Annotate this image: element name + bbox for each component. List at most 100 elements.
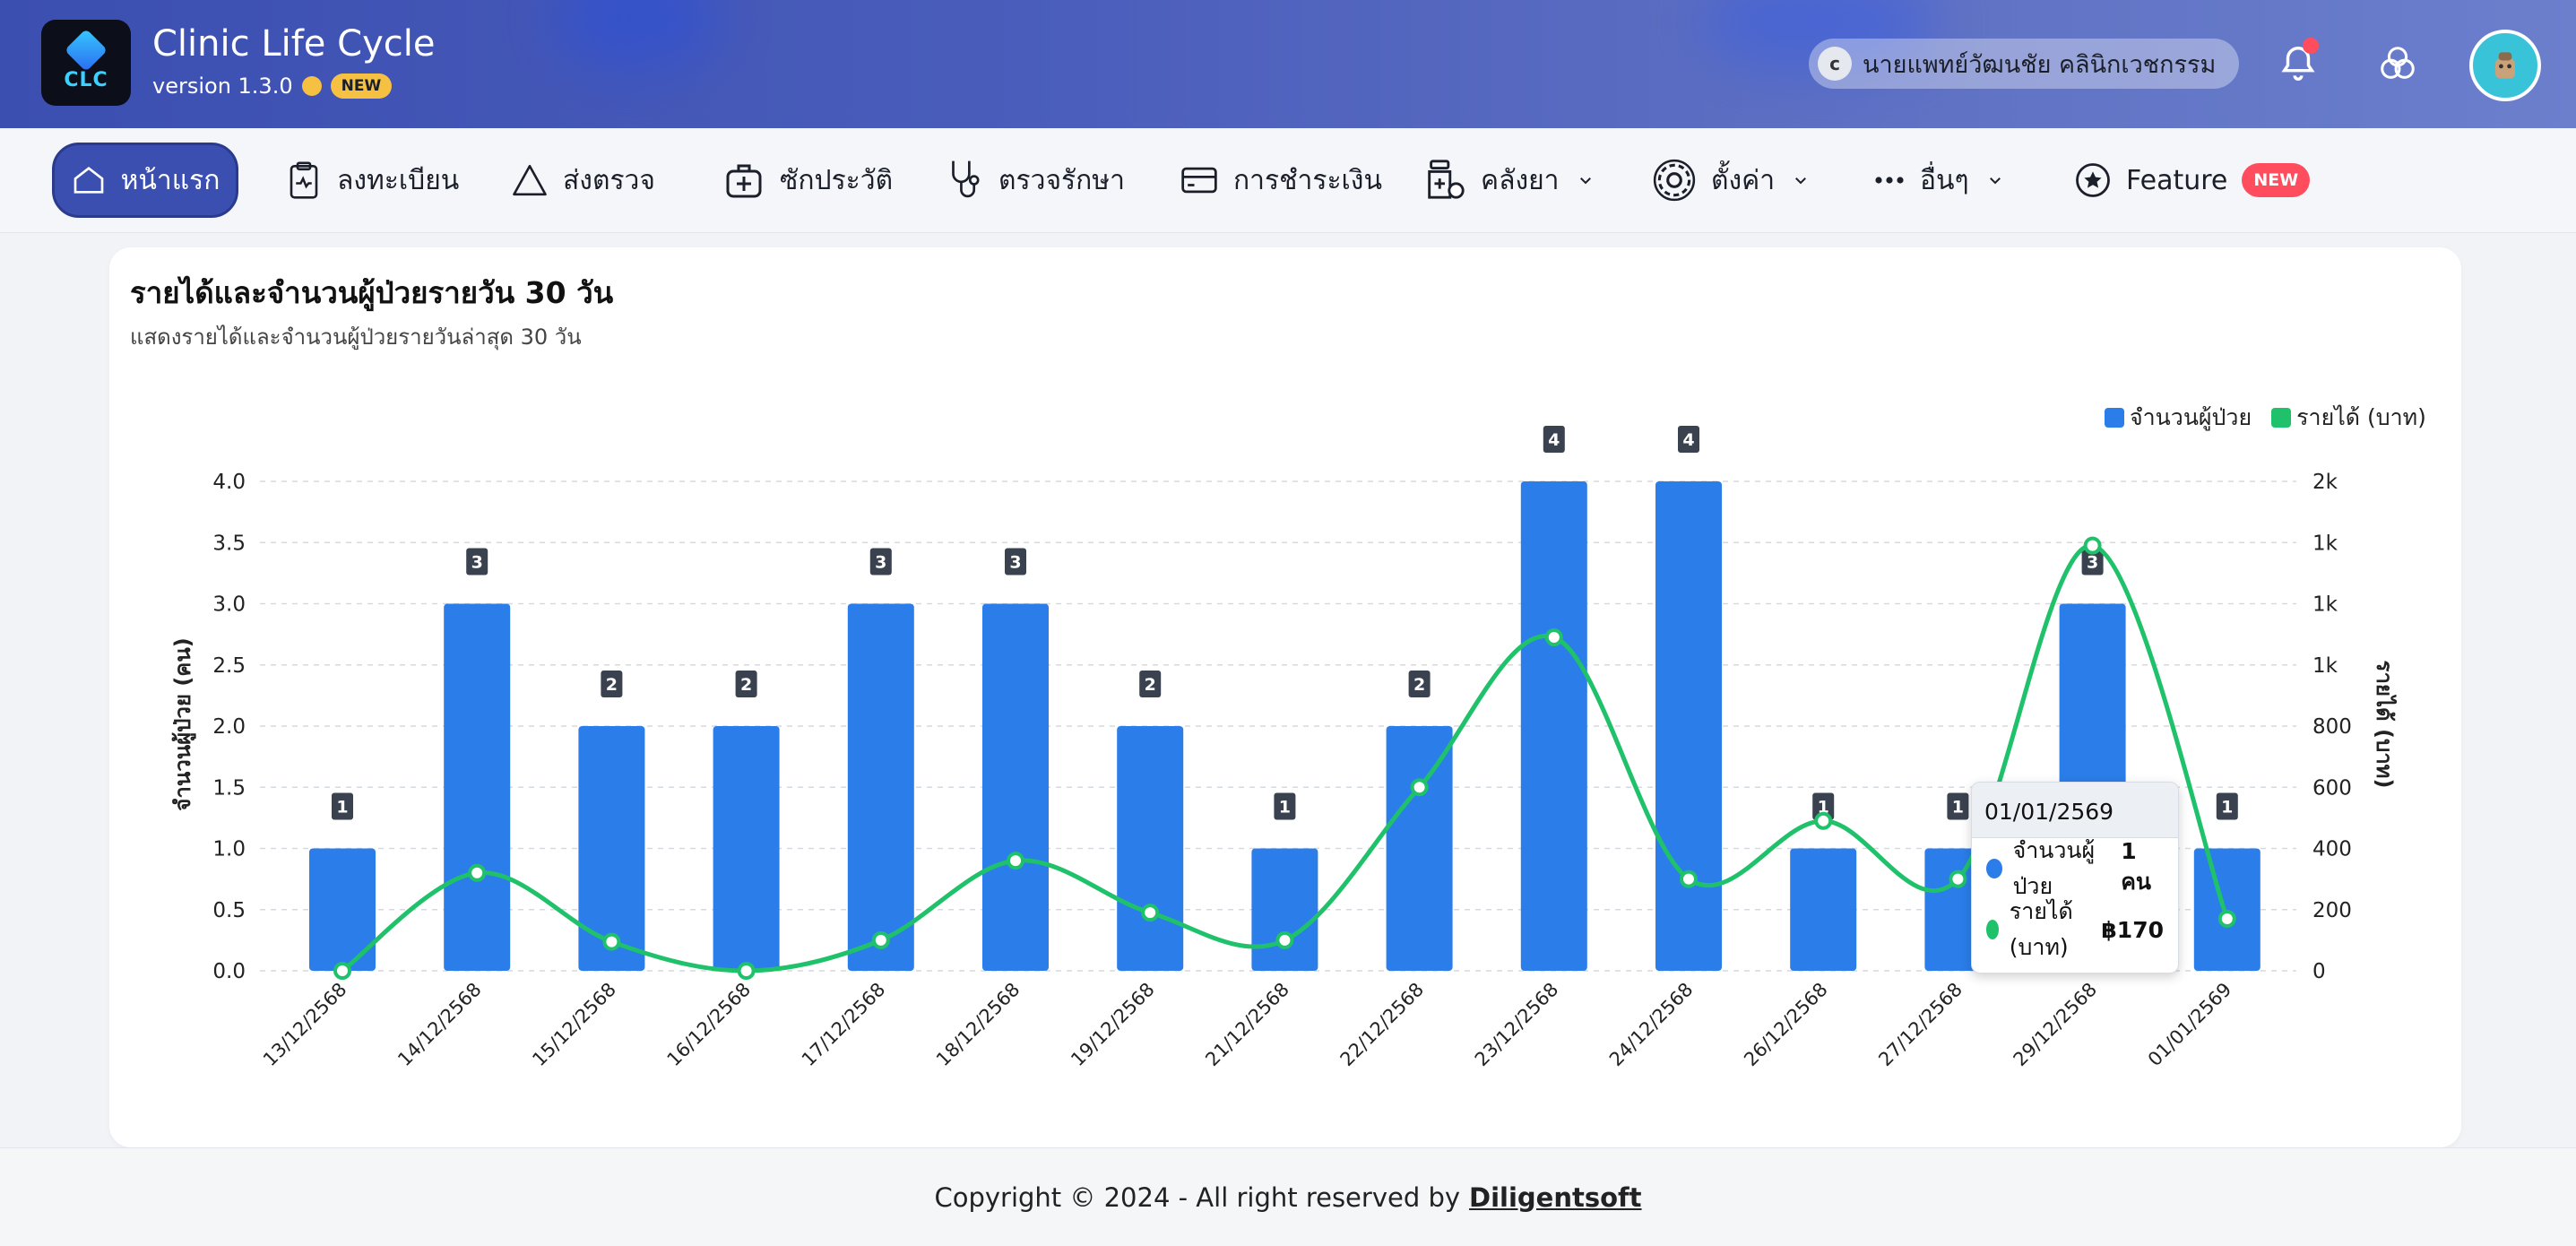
feature-new-badge: NEW	[2242, 163, 2311, 197]
tooltip-row-income: รายได้ (บาท) ฿170	[1972, 898, 2178, 960]
bar-label: 3	[875, 553, 886, 573]
nav-pharmacy[interactable]: คลังยา	[1423, 143, 1594, 218]
nav-register[interactable]: ลงทะเบียน	[285, 143, 459, 218]
bar-label-box	[2081, 548, 2104, 575]
x-tick-label: 13/12/2568	[259, 979, 351, 1071]
income-point	[1007, 852, 1024, 870]
bar-label-box	[1678, 426, 1699, 453]
x-tick-label: 16/12/2568	[663, 979, 756, 1071]
notification-button[interactable]	[2278, 38, 2319, 84]
bar	[1790, 848, 1857, 971]
bar-label-box	[1274, 792, 1296, 820]
legend-item-income[interactable]: รายได้ (บาท)	[2271, 400, 2426, 436]
tooltip-income-value: ฿170	[2101, 916, 2164, 943]
legend-swatch-patients	[2105, 408, 2124, 428]
chevron-down-icon	[1579, 177, 1591, 185]
status-dot-icon	[301, 76, 322, 96]
footer-brand-link[interactable]: Diligentsoft	[1469, 1181, 1642, 1213]
bar-label-box	[869, 548, 892, 575]
nav-feature[interactable]: Feature NEW	[2074, 143, 2311, 218]
nav-settings[interactable]: ตั้งค่า	[1652, 143, 1809, 218]
x-tick-label: 15/12/2568	[528, 979, 620, 1071]
income-point	[1814, 811, 1833, 830]
bar-label: 1	[1952, 798, 1964, 818]
bar-label: 1	[336, 798, 348, 818]
x-tick-label: 23/12/2568	[1471, 979, 1563, 1071]
y-tick-label: 1.0	[212, 838, 246, 861]
bar	[309, 848, 376, 971]
nav-treatment[interactable]: ตรวจรักษา	[945, 143, 1125, 218]
tooltip-income-label: รายได้ (บาท)	[2009, 898, 2073, 960]
nav-payment-label: การชำระเงิน	[1233, 164, 1382, 196]
income-point	[333, 962, 351, 980]
tooltip-patients-value: 1 คน	[2121, 837, 2152, 895]
x-tick-label: 27/12/2568	[1874, 979, 1967, 1071]
user-name: นายแพทย์วัฒนชัย คลินิกเวชกรรม	[1863, 50, 2217, 79]
bar-label-box	[332, 792, 353, 820]
x-tick-label: 21/12/2568	[1201, 979, 1293, 1071]
tooltip-date: 01/01/2569	[1972, 783, 2178, 838]
nav-more[interactable]: อื่นๆ	[1873, 143, 2003, 218]
legend-item-patients[interactable]: จำนวนผู้ป่วย	[2105, 400, 2252, 436]
color-circles-icon	[2381, 47, 2415, 79]
nav-history-label: ซักประวัติ	[780, 164, 894, 196]
income-point	[1410, 778, 1429, 797]
app-header: CLC Clinic Life Cycle version 1.3.0 NEW …	[0, 0, 2576, 128]
page-footer: Copyright © 2024 - All right reserved by…	[0, 1147, 2576, 1246]
y-tick-label: 2.0	[212, 715, 246, 739]
y2-tick-label: 200	[2312, 899, 2352, 922]
bar-label-box	[1947, 792, 1969, 820]
medicine-bottle-icon	[1428, 160, 1465, 199]
nav-feature-label: Feature	[2126, 164, 2228, 196]
tooltip-dot-income	[1986, 920, 1999, 939]
x-tick-label: 24/12/2568	[1605, 979, 1698, 1071]
legend-label-income: รายได้ (บาท)	[2296, 404, 2426, 430]
app-logo[interactable]: CLC	[41, 20, 131, 106]
income-point	[737, 962, 756, 980]
nav-send-exam[interactable]: ส่งตรวจ	[511, 143, 655, 218]
y2-tick-label: 800	[2312, 715, 2352, 739]
legend-label-patients: จำนวนผู้ป่วย	[2130, 404, 2252, 430]
bar	[1117, 726, 1184, 971]
nav-payment[interactable]: การชำระเงิน	[1180, 143, 1382, 218]
y-tick-label: 0.5	[212, 899, 246, 922]
card-subtitle: แสดงรายได้และจำนวนผู้ป่วยรายวันล่าสุด 30…	[130, 324, 582, 350]
x-tick-label: 29/12/2568	[2010, 979, 2102, 1071]
nav-home[interactable]: หน้าแรก	[52, 143, 238, 218]
bar	[1386, 726, 1453, 971]
gear-icon	[1653, 159, 1696, 202]
bar	[2193, 848, 2260, 971]
y2-tick-label: 400	[2312, 838, 2352, 861]
app-version: version 1.3.0 NEW	[152, 74, 393, 99]
y-tick-label: 2.5	[212, 654, 246, 678]
bar-label: 4	[1682, 430, 1694, 450]
user-initial-avatar: c	[1818, 47, 1852, 81]
theme-button[interactable]	[2377, 43, 2418, 84]
user-avatar[interactable]	[2469, 30, 2541, 101]
y-tick-label: 0.0	[212, 960, 246, 983]
bar-label-box	[466, 548, 488, 575]
avatar-character-icon	[2495, 52, 2515, 79]
nav-register-label: ลงทะเบียน	[337, 164, 460, 196]
income-point	[602, 932, 621, 951]
bar-label-box	[1812, 792, 1835, 820]
bar	[1251, 848, 1318, 971]
income-point	[1141, 904, 1160, 922]
x-tick-label: 17/12/2568	[798, 979, 890, 1071]
x-tick-label: 22/12/2568	[1336, 979, 1429, 1071]
home-icon	[73, 166, 103, 194]
y2-tick-label: 0	[2312, 960, 2326, 983]
bar	[578, 726, 645, 971]
income-point	[1680, 870, 1698, 888]
y-tick-label: 4.0	[212, 471, 246, 494]
bar-label: 1	[2221, 798, 2233, 818]
credit-card-icon	[1181, 167, 1217, 194]
income-point	[1544, 628, 1563, 647]
app-title: Clinic Life Cycle	[152, 23, 436, 65]
user-pill[interactable]: c นายแพทย์วัฒนชัย คลินิกเวชกรรม	[1809, 39, 2239, 89]
y2-tick-label: 600	[2312, 776, 2352, 800]
tooltip-dot-patients	[1986, 859, 2002, 878]
bar	[713, 726, 780, 971]
nav-history[interactable]: ซักประวัติ	[722, 143, 893, 218]
x-tick-label: 18/12/2568	[932, 979, 1024, 1071]
